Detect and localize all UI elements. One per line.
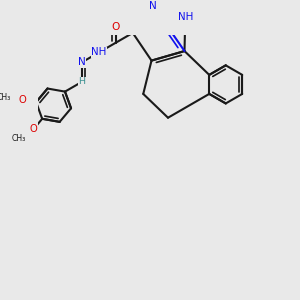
Text: CH₃: CH₃ bbox=[0, 93, 11, 102]
Text: H: H bbox=[78, 77, 85, 86]
Text: O: O bbox=[19, 95, 26, 105]
Text: NH: NH bbox=[178, 12, 193, 22]
Text: O: O bbox=[112, 22, 120, 32]
Text: O: O bbox=[29, 124, 37, 134]
Text: N: N bbox=[78, 57, 86, 67]
Text: NH: NH bbox=[91, 47, 106, 58]
Text: N: N bbox=[149, 1, 157, 11]
Text: CH₃: CH₃ bbox=[12, 134, 26, 143]
